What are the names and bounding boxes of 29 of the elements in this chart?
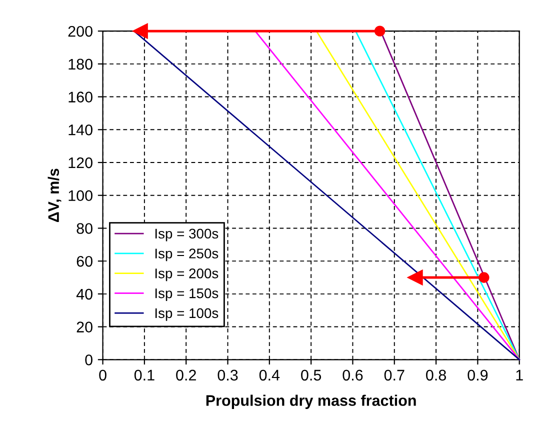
y-tick-label: 100 bbox=[68, 190, 92, 202]
y-axis-title: ΔV, m/s bbox=[48, 168, 62, 222]
x-tick-label: 0.6 bbox=[342, 370, 363, 381]
y-tick-label: 200 bbox=[68, 26, 92, 37]
legend-label: Isp = 200s bbox=[155, 268, 218, 282]
x-tick-label: 0.7 bbox=[384, 370, 404, 381]
legend-label: Isp = 250s bbox=[155, 248, 218, 262]
y-tick-label: 20 bbox=[76, 322, 92, 332]
x-tick-label: 0.1 bbox=[134, 370, 154, 381]
x-tick-label: 0.2 bbox=[176, 370, 196, 381]
y-tick-label: 60 bbox=[76, 256, 92, 267]
y-tick-label: 80 bbox=[76, 223, 92, 234]
x-tick-label: 0 bbox=[99, 370, 106, 381]
x-tick-label: 0.8 bbox=[426, 370, 446, 381]
y-tick-label: 140 bbox=[68, 124, 92, 136]
legend-label: Isp = 300s bbox=[155, 228, 218, 242]
y-tick-label: 40 bbox=[76, 288, 92, 300]
x-tick-label: 0.5 bbox=[301, 370, 322, 381]
y-tick-label: 160 bbox=[68, 92, 92, 102]
x-axis-title: Propulsion dry mass fraction bbox=[206, 394, 416, 409]
legend-label: Isp = 150s bbox=[155, 288, 218, 301]
x-tick-label: 0.3 bbox=[218, 370, 238, 381]
x-tick-label: 0.9 bbox=[468, 370, 488, 381]
legend-label: Isp = 100s bbox=[155, 308, 218, 321]
x-tick-label: 0.4 bbox=[259, 370, 280, 381]
x-tick-label: 1 bbox=[516, 370, 523, 380]
y-tick-label: 180 bbox=[68, 58, 92, 70]
y-tick-label: 120 bbox=[68, 157, 92, 168]
y-tick-label: 0 bbox=[85, 354, 92, 366]
